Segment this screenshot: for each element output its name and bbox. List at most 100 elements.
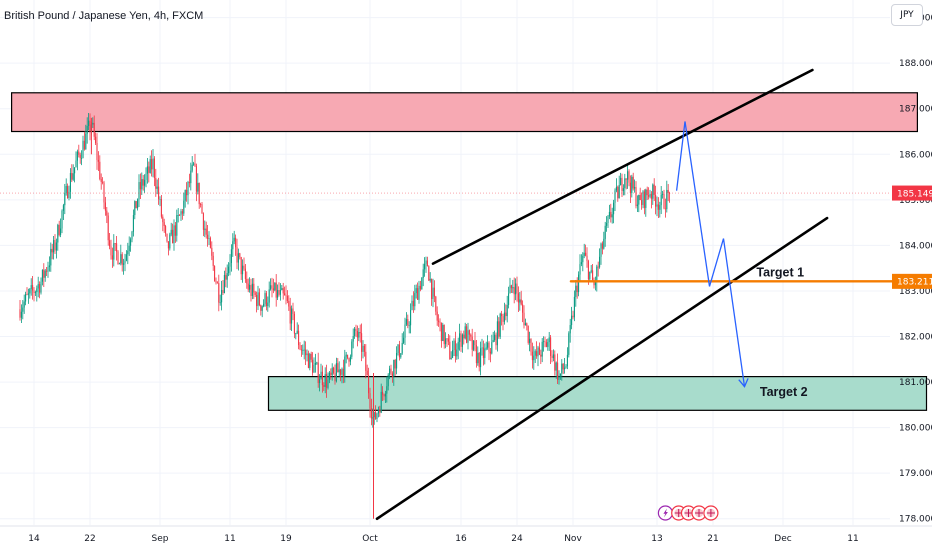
candle-body: [293, 313, 295, 334]
target-price-tag: 183.211: [897, 278, 932, 288]
candle-body: [445, 338, 447, 345]
candle-body: [212, 255, 214, 266]
candle-body: [25, 294, 27, 302]
candle-body: [156, 186, 158, 189]
candle-body: [426, 260, 428, 267]
candle-body: [62, 205, 64, 211]
candle-body: [267, 302, 269, 307]
candle-body: [99, 161, 101, 180]
candle-body: [61, 210, 63, 229]
candle-body: [508, 293, 510, 305]
candle-body: [499, 313, 501, 337]
candle-body: [186, 190, 188, 196]
candle-body: [398, 344, 400, 358]
candle-body: [236, 247, 238, 263]
candle-body: [95, 136, 97, 144]
candle-body: [359, 332, 361, 334]
candle-body: [313, 364, 315, 373]
price-tick-label: 182.000: [899, 333, 932, 343]
trend-lines[interactable]: [375, 68, 928, 521]
candle-body: [235, 237, 237, 248]
candle-body: [250, 284, 252, 296]
candle-body: [41, 269, 43, 282]
candle-body: [114, 243, 116, 245]
flag-uk-icon[interactable]: [703, 505, 719, 521]
candle-body: [195, 166, 197, 192]
candle-body: [177, 215, 179, 216]
candle-body: [540, 354, 542, 357]
candle-body: [358, 332, 360, 338]
time-axis[interactable]: 14 22 Sep 11 19 Oct 16 24 Nov 13 21 Dec 11: [0, 525, 932, 544]
time-tick-label: 11: [224, 534, 235, 544]
candle-body: [524, 323, 526, 326]
candle-body: [464, 326, 466, 339]
candle-body: [214, 265, 216, 281]
time-tick-label: Sep: [152, 534, 169, 544]
candle-body: [429, 278, 431, 281]
candle-body: [407, 319, 409, 326]
candle-body: [566, 354, 568, 367]
price-axis[interactable]: 178.000 179.000 180.000 181.000 182.000 183.0…: [892, 14, 932, 525]
candle-body: [137, 199, 139, 209]
candle-body: [604, 225, 606, 239]
candle-body: [331, 367, 333, 376]
candle-body: [419, 285, 421, 290]
candle-body: [488, 342, 490, 352]
flag-uk-icon[interactable]: [691, 505, 707, 521]
candle-body: [610, 211, 612, 218]
candle-body: [75, 160, 77, 168]
candle-body: [317, 362, 319, 384]
candle-body: [295, 333, 297, 335]
candle-body: [20, 311, 22, 318]
candle-body: [123, 263, 125, 265]
candle-body: [69, 173, 71, 192]
candle-body: [614, 190, 616, 203]
candle-body: [428, 266, 430, 281]
candle-body: [512, 287, 514, 289]
candle-body: [103, 182, 105, 203]
candle-body: [394, 359, 396, 369]
flag-uk-icon[interactable]: [680, 505, 697, 521]
projection-arrow[interactable]: [675, 121, 749, 388]
candle-body: [334, 372, 336, 382]
candle-body: [104, 202, 106, 211]
price-tick-label: 181.000: [899, 378, 932, 388]
candle-body: [474, 340, 476, 346]
currency-button[interactable]: JPY: [891, 4, 923, 26]
candle-body: [391, 373, 393, 377]
candle-body: [606, 223, 608, 226]
candle-body: [520, 299, 522, 305]
candle-body: [477, 352, 479, 364]
candle-body: [617, 186, 619, 199]
candle-body: [663, 194, 665, 209]
candle-body: [184, 190, 186, 201]
candle-body: [48, 265, 50, 268]
candle-body: [460, 333, 462, 347]
candle-body: [223, 275, 225, 293]
candle-body: [383, 394, 385, 397]
lightning-icon[interactable]: [657, 505, 674, 521]
candle-body: [478, 352, 480, 368]
candle-body: [519, 299, 521, 303]
candle-body: [645, 189, 647, 208]
candle-body: [74, 167, 76, 174]
event-badges[interactable]: [657, 505, 719, 521]
candle-body: [92, 122, 94, 125]
candle-body: [302, 349, 304, 351]
candle-body: [622, 188, 624, 192]
candle-body: [246, 278, 248, 284]
candle-body: [554, 354, 556, 371]
projection-path: [675, 121, 746, 387]
candle-body: [291, 308, 293, 324]
candle-body: [319, 379, 321, 384]
candle-body: [159, 199, 161, 200]
candle-body: [632, 176, 634, 189]
candle-body: [46, 270, 48, 272]
candle-body: [155, 178, 157, 189]
candle-body: [435, 296, 437, 312]
candle-body: [348, 358, 350, 362]
candle-body: [163, 222, 165, 227]
candle-body: [613, 202, 615, 215]
candle-body: [440, 322, 442, 342]
